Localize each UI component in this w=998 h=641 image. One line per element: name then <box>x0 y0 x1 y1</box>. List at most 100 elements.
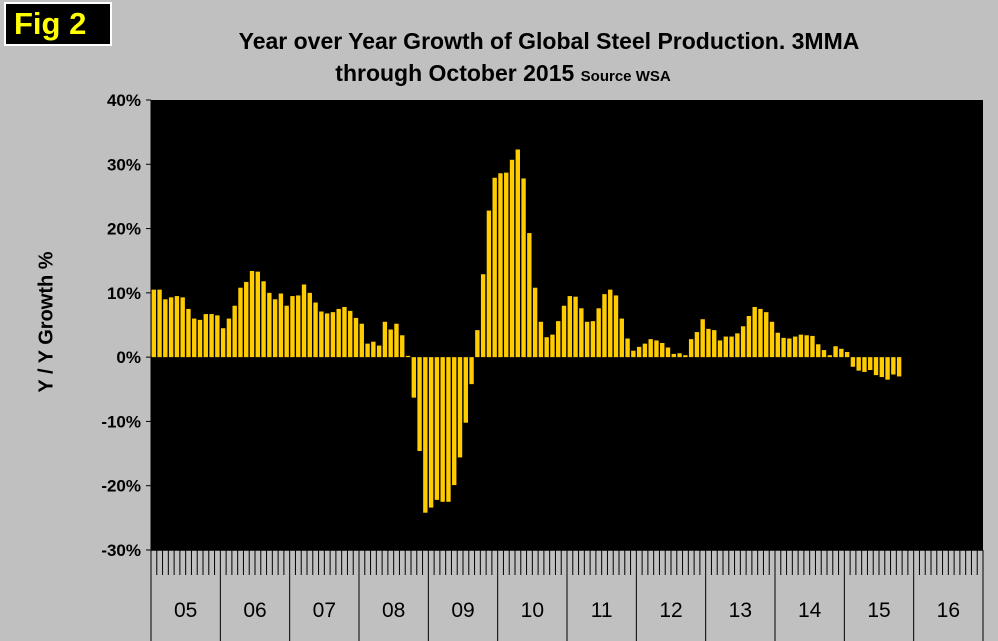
bar <box>868 357 873 370</box>
bar <box>758 308 763 358</box>
bar <box>186 308 191 358</box>
bar <box>284 305 289 358</box>
bar <box>232 305 237 358</box>
bar <box>694 332 700 358</box>
bar <box>579 308 584 358</box>
bar <box>544 337 549 358</box>
bar <box>342 307 347 358</box>
bar <box>359 323 364 358</box>
bar <box>781 337 786 358</box>
bar <box>706 328 711 358</box>
figure-label: Fig 2 <box>4 2 112 46</box>
bar <box>844 352 850 358</box>
bar <box>619 318 624 358</box>
bars <box>151 149 902 513</box>
bar <box>203 314 208 358</box>
bar <box>400 335 405 358</box>
bar <box>648 339 653 358</box>
bar <box>561 305 567 358</box>
bar <box>388 329 393 358</box>
y-axis: -30% -20% -10% 0% 10% 20% 30% 40% <box>101 91 151 560</box>
bar <box>330 312 336 358</box>
bar <box>538 321 544 358</box>
bar <box>821 350 827 358</box>
bar <box>457 357 463 458</box>
bar <box>475 330 480 358</box>
x-tick-label: 08 <box>382 599 405 622</box>
bar <box>660 343 665 358</box>
bar <box>371 341 376 358</box>
bar <box>665 347 671 358</box>
x-tick-label: 15 <box>867 599 890 622</box>
bar <box>723 336 728 358</box>
bar <box>717 340 723 358</box>
x-tick-label: 16 <box>937 599 960 622</box>
bar <box>272 299 278 358</box>
bar <box>654 340 659 358</box>
bar <box>509 159 515 358</box>
bar <box>220 328 226 358</box>
bar <box>480 274 486 358</box>
bar <box>411 357 416 398</box>
bar <box>787 338 792 358</box>
bar <box>452 357 457 486</box>
bar <box>792 336 798 358</box>
bar <box>631 350 636 358</box>
bar <box>885 357 890 380</box>
bar <box>636 346 642 358</box>
chart-title-line2: through October 2015 Source WSA <box>0 60 998 87</box>
bar <box>249 271 255 358</box>
bar <box>764 312 769 358</box>
x-tick-label: 06 <box>243 599 266 622</box>
bar <box>405 355 411 358</box>
bar <box>492 177 497 358</box>
bar <box>746 316 752 358</box>
chart-source: Source WSA <box>580 68 671 85</box>
bar <box>833 346 838 358</box>
y-tick-label: 20% <box>107 220 141 239</box>
bar <box>192 318 197 358</box>
bar <box>700 319 705 358</box>
bar <box>348 310 353 358</box>
bar <box>209 314 214 358</box>
bar <box>896 357 902 377</box>
bar <box>382 321 388 358</box>
bar <box>850 357 856 367</box>
y-tick-label: -10% <box>101 412 141 431</box>
bar <box>590 321 596 358</box>
bar <box>515 149 520 358</box>
bar <box>168 297 174 358</box>
bar <box>712 330 717 358</box>
x-tick-label: 14 <box>798 599 822 622</box>
bar <box>296 295 301 358</box>
y-tick-label: 40% <box>107 91 141 110</box>
bar <box>336 308 341 358</box>
y-tick-label: 10% <box>107 284 141 303</box>
bar <box>174 296 180 358</box>
x-tick-label: 09 <box>451 599 474 622</box>
bar <box>688 339 694 358</box>
y-tick-label: 30% <box>107 155 141 174</box>
bar <box>428 357 434 508</box>
x-tick-label: 07 <box>313 599 336 622</box>
bar <box>567 296 572 358</box>
bar <box>642 343 648 358</box>
x-tick-label: 11 <box>591 599 613 622</box>
bar <box>613 295 619 358</box>
bar <box>440 357 445 502</box>
bar <box>816 344 821 358</box>
bar <box>365 343 370 358</box>
bar <box>804 335 809 358</box>
bar <box>573 296 578 358</box>
bar <box>163 299 168 358</box>
bar <box>584 321 590 358</box>
bar <box>394 323 399 358</box>
bar <box>417 357 422 451</box>
bar <box>891 357 896 375</box>
bar <box>423 357 428 513</box>
bar <box>839 348 844 358</box>
bar <box>353 317 359 358</box>
bar <box>532 287 538 358</box>
bar <box>752 307 757 358</box>
